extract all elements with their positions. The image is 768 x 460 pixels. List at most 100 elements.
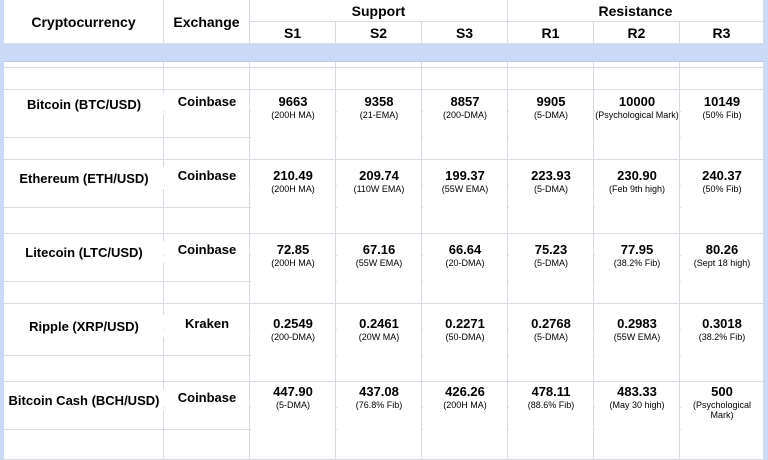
level-note: (38.2% Fib) <box>613 258 661 268</box>
grid-cell <box>508 356 594 382</box>
grid-cell <box>680 138 764 160</box>
level-cell: 230.90 (Feb 9th high) <box>595 168 679 214</box>
level-cell: 447.90 (5-DMA) <box>251 384 335 430</box>
level-value: 10000 <box>618 94 656 109</box>
header-support: Support <box>250 0 508 22</box>
grid-cell <box>422 138 508 160</box>
grid-cell <box>250 208 336 234</box>
level-note: (21-EMA) <box>359 110 399 120</box>
grid-cell <box>422 68 508 90</box>
row-exchange: Coinbase <box>165 386 249 408</box>
grid-cell <box>164 430 250 460</box>
level-note: (200H MA) <box>271 184 315 194</box>
level-note: (55W EMA) <box>441 184 489 194</box>
level-cell: 240.37 (50% Fib) <box>681 168 763 214</box>
level-value: 72.85 <box>276 242 310 257</box>
grid-cell <box>336 68 422 90</box>
level-value: 0.2768 <box>531 316 571 331</box>
level-cell: 80.26 (Sept 18 high) <box>681 242 763 288</box>
level-note: (May 30 high) <box>609 400 665 410</box>
grid-cell <box>164 62 250 68</box>
level-cell: 75.23 (5-DMA) <box>509 242 593 288</box>
header-s3-label: S3 <box>455 24 474 41</box>
level-value: 9663 <box>278 94 308 109</box>
grid-cell <box>250 62 336 68</box>
grid-cell <box>4 62 164 68</box>
level-cell: 9663 (200H MA) <box>251 94 335 140</box>
row-name: Ripple (XRP/USD) <box>4 315 164 337</box>
grid-cell <box>164 356 250 382</box>
level-value: 230.90 <box>617 168 657 183</box>
level-cell: 426.26 (200H MA) <box>423 384 507 430</box>
grid-cell <box>508 138 594 160</box>
grid-cell <box>508 62 594 68</box>
level-cell: 478.11 (88.6% Fib) <box>509 384 593 430</box>
grid-cell <box>336 208 422 234</box>
grid-cell <box>594 282 680 304</box>
level-note: (50% Fib) <box>702 110 742 120</box>
left-edge <box>0 0 4 460</box>
grid-cell <box>680 208 764 234</box>
grid-cell <box>164 330 250 356</box>
grid-cell <box>594 138 680 160</box>
level-value: 500 <box>711 384 733 399</box>
level-note: (110W EMA) <box>353 184 405 194</box>
row-name: Bitcoin (BTC/USD) <box>4 93 164 115</box>
level-value: 75.23 <box>534 242 568 257</box>
grid-cell <box>4 112 164 138</box>
header-cryptocurrency: Cryptocurrency <box>4 0 164 44</box>
row-exchange: Kraken <box>165 312 249 334</box>
grid-cell <box>680 356 764 382</box>
grid-cell <box>680 430 764 460</box>
level-note: (Psychological Mark) <box>595 110 679 120</box>
grid-cell <box>250 282 336 304</box>
grid-cell <box>4 138 164 160</box>
grid-cell <box>508 282 594 304</box>
level-value: 0.2461 <box>359 316 399 331</box>
level-note: (20W MA) <box>358 332 400 342</box>
level-note: (200-DMA) <box>442 110 487 120</box>
row-exchange: Coinbase <box>165 164 249 186</box>
level-value: 66.64 <box>448 242 482 257</box>
level-cell: 9905 (5-DMA) <box>509 94 593 140</box>
level-cell: 9358 (21-EMA) <box>337 94 421 140</box>
grid-cell <box>4 356 164 382</box>
level-value: 67.16 <box>362 242 396 257</box>
header-exchange: Exchange <box>164 0 250 44</box>
level-cell: 0.2461 (20W MA) <box>337 316 421 362</box>
level-value: 426.26 <box>445 384 485 399</box>
level-value: 0.3018 <box>702 316 742 331</box>
level-note: (88.6% Fib) <box>527 400 575 410</box>
level-cell: 67.16 (55W EMA) <box>337 242 421 288</box>
grid-cell <box>4 68 164 90</box>
level-value: 80.26 <box>705 242 739 257</box>
level-cell: 0.2983 (55W EMA) <box>595 316 679 362</box>
level-note: (38.2% Fib) <box>698 332 746 342</box>
grid-cell <box>508 208 594 234</box>
level-note: (76.8% Fib) <box>355 400 403 410</box>
grid-cell <box>594 68 680 90</box>
row-name: Ethereum (ETH/USD) <box>4 167 164 189</box>
grid-cell <box>680 62 764 68</box>
grid-cell <box>164 256 250 282</box>
header-r2-label: R2 <box>627 24 646 41</box>
level-cell: 210.49 (200H MA) <box>251 168 335 214</box>
level-value: 483.33 <box>617 384 657 399</box>
level-note: (50% Fib) <box>702 184 742 194</box>
grid-cell <box>4 186 164 208</box>
header-s1-label: S1 <box>283 24 302 41</box>
level-note: (5-DMA) <box>534 110 568 120</box>
grid-cell <box>680 68 764 90</box>
grid-cell <box>4 256 164 282</box>
level-cell: 483.33 (May 30 high) <box>595 384 679 430</box>
header-resistance-label: Resistance <box>598 2 673 19</box>
level-cell: 8857 (200-DMA) <box>423 94 507 140</box>
level-note: (5-DMA) <box>276 400 310 410</box>
grid-cell <box>250 356 336 382</box>
grid-cell <box>422 208 508 234</box>
grid-cell <box>422 282 508 304</box>
level-note: (200-DMA) <box>270 332 315 342</box>
level-value: 223.93 <box>531 168 571 183</box>
header-r3-label: R3 <box>712 24 731 41</box>
